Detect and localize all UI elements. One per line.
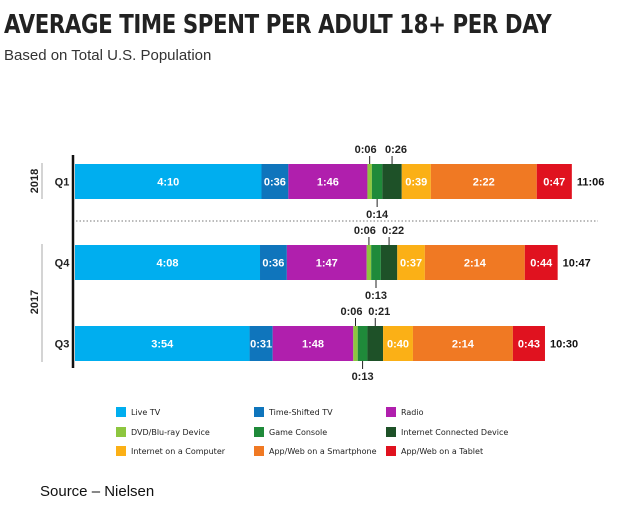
- segment-label: 0:26: [385, 144, 407, 156]
- segment-label: 0:06: [354, 225, 376, 237]
- segment-label: 3:54: [151, 339, 174, 351]
- bar-segment-live-tv: [75, 245, 261, 280]
- bar-segment-internet-connected-device: [380, 245, 398, 280]
- total-label: 10:30: [550, 339, 578, 351]
- segment-label: 0:40: [387, 339, 409, 351]
- segment-label: 0:06: [355, 144, 377, 156]
- bar-segment-app-web-on-a-tablet: [524, 245, 558, 280]
- bar-segment-internet-connected-device: [367, 326, 384, 361]
- bar-segment-radio: [272, 326, 354, 361]
- segment-label: 0:36: [264, 177, 286, 189]
- segment-label: 0:44: [530, 258, 553, 270]
- bar-segment-time-shifted-tv: [249, 326, 273, 361]
- bar-segment-internet-connected-device: [382, 164, 402, 199]
- legend-swatch: [386, 407, 396, 417]
- segment-label: 1:48: [302, 339, 324, 351]
- segment-label: 0:21: [368, 306, 390, 318]
- segment-label: 1:46: [317, 177, 339, 189]
- segment-label: 4:08: [156, 258, 178, 270]
- segment-label: 0:43: [518, 339, 540, 351]
- bar-segment-radio: [286, 245, 367, 280]
- segment-label: 0:31: [250, 339, 272, 351]
- legend-label: DVD/Blu-ray Device: [131, 428, 210, 437]
- bar-segment-app-web-on-a-smartphone: [430, 164, 537, 199]
- bar-segment-live-tv: [75, 164, 262, 199]
- legend-label: Game Console: [269, 428, 327, 437]
- legend-label: Radio: [401, 408, 424, 417]
- bar-segment-radio: [288, 164, 368, 199]
- chart-title: AVERAGE TIME SPENT PER ADULT 18+ PER DAY: [4, 10, 552, 40]
- segment-label: 1:47: [316, 258, 338, 270]
- bar-segment-dvd-blu-ray-device: [353, 326, 358, 361]
- bar-segment-app-web-on-a-smartphone: [424, 245, 525, 280]
- bar-segment-game-console: [371, 245, 381, 280]
- legend-label: Live TV: [131, 408, 161, 417]
- bar-segment-app-web-on-a-tablet: [536, 164, 572, 199]
- bar-segment-app-web-on-a-tablet: [512, 326, 545, 361]
- bar-segment-game-console: [357, 326, 368, 361]
- legend-swatch: [254, 427, 264, 437]
- total-label: 10:47: [563, 258, 591, 270]
- segment-label: 0:22: [382, 225, 404, 237]
- segment-label: 4:10: [157, 177, 179, 189]
- legend-swatch: [254, 407, 264, 417]
- legend-label: Time-Shifted TV: [268, 408, 333, 417]
- bar-segment-internet-on-a-computer: [383, 326, 413, 361]
- bar-segment-live-tv: [75, 326, 250, 361]
- legend-swatch: [116, 446, 126, 456]
- segment-label: 0:39: [405, 177, 427, 189]
- legend-swatch: [386, 446, 396, 456]
- segment-label: 2:14: [464, 258, 487, 270]
- bar-segment-dvd-blu-ray-device: [367, 164, 372, 199]
- legend-swatch: [254, 446, 264, 456]
- legend-label: Internet on a Computer: [131, 447, 226, 456]
- segment-label: 2:22: [473, 177, 495, 189]
- legend-swatch: [116, 427, 126, 437]
- year-label: 2017: [29, 290, 41, 314]
- legend-swatch: [116, 407, 126, 417]
- chart-subtitle: Based on Total U.S. Population: [4, 47, 212, 64]
- bar-segment-internet-on-a-computer: [397, 245, 425, 280]
- segment-label: 0:37: [400, 258, 422, 270]
- bar-segment-time-shifted-tv: [260, 245, 287, 280]
- segment-label: 0:13: [365, 290, 387, 302]
- legend-label: App/Web on a Smartphone: [269, 447, 377, 456]
- legend-label: Internet Connected Device: [401, 428, 508, 437]
- segment-label: 0:06: [340, 306, 362, 318]
- quarter-label: Q1: [55, 177, 70, 189]
- bar-segment-dvd-blu-ray-device: [366, 245, 372, 280]
- total-label: 11:06: [577, 177, 605, 189]
- quarter-label: Q4: [55, 258, 71, 270]
- segment-label: 0:36: [262, 258, 284, 270]
- segment-label: 2:14: [452, 339, 475, 351]
- segment-label: 0:47: [543, 177, 565, 189]
- segment-label: 0:13: [352, 371, 374, 383]
- legend-label: App/Web on a Tablet: [401, 447, 483, 456]
- bar-segment-internet-on-a-computer: [401, 164, 431, 199]
- source-note: Source – Nielsen: [40, 483, 155, 500]
- bar-segment-time-shifted-tv: [261, 164, 289, 199]
- legend-swatch: [386, 427, 396, 437]
- segment-label: 0:14: [366, 209, 389, 221]
- bar-segment-game-console: [371, 164, 383, 199]
- bar-segment-app-web-on-a-smartphone: [412, 326, 513, 361]
- quarter-label: Q3: [55, 339, 70, 351]
- year-label: 2018: [29, 169, 41, 193]
